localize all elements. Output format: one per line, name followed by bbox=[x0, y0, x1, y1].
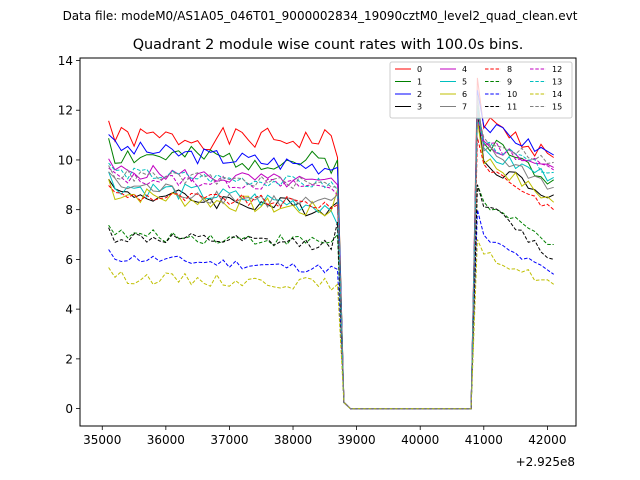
legend-label-3: 3 bbox=[417, 103, 422, 112]
x-offset-label: +2.925e8 bbox=[516, 455, 575, 469]
legend-label-1: 1 bbox=[417, 78, 422, 87]
legend-label-15: 15 bbox=[552, 103, 562, 112]
chart-title: Quadrant 2 module wise count rates with … bbox=[133, 37, 524, 53]
legend-label-8: 8 bbox=[507, 65, 512, 74]
chart-suptitle: Data file: modeM0/AS1A05_046T01_90000028… bbox=[63, 9, 578, 23]
legend-label-11: 11 bbox=[507, 103, 517, 112]
series-line-15 bbox=[108, 112, 554, 410]
legend-label-0: 0 bbox=[417, 65, 422, 74]
series-line-8 bbox=[108, 137, 555, 410]
legend-label-7: 7 bbox=[462, 103, 467, 112]
y-tick-label: 14 bbox=[58, 54, 73, 68]
y-tick-label: 6 bbox=[65, 253, 73, 267]
series-line-11 bbox=[108, 184, 554, 410]
x-tick-label: 38000 bbox=[274, 433, 312, 447]
legend-label-5: 5 bbox=[462, 78, 467, 87]
series-line-14 bbox=[108, 239, 554, 410]
series-line-7 bbox=[108, 95, 554, 410]
y-tick-label: 4 bbox=[65, 303, 73, 317]
series-line-3 bbox=[108, 112, 554, 410]
y-tick-label: 2 bbox=[65, 352, 73, 366]
x-tick-label: 40000 bbox=[401, 433, 439, 447]
series-line-4 bbox=[108, 110, 554, 410]
legend-label-14: 14 bbox=[552, 90, 562, 99]
y-axis-ticks: 0 2 4 6 8 10 12 14 bbox=[58, 54, 80, 416]
series-line-9 bbox=[108, 184, 554, 410]
y-tick-label: 12 bbox=[58, 104, 73, 118]
x-tick-label: 42000 bbox=[528, 433, 566, 447]
legend-label-10: 10 bbox=[507, 90, 517, 99]
series-line-0 bbox=[108, 77, 554, 410]
legend-label-4: 4 bbox=[462, 65, 467, 74]
x-tick-label: 35000 bbox=[83, 433, 121, 447]
series-line-10 bbox=[108, 209, 554, 410]
x-tick-label: 39000 bbox=[338, 433, 376, 447]
series-lines bbox=[108, 77, 555, 410]
series-line-13 bbox=[108, 112, 554, 410]
legend-frame bbox=[389, 61, 573, 119]
legend-label-13: 13 bbox=[552, 78, 562, 87]
legend-label-6: 6 bbox=[462, 90, 467, 99]
plot-frame bbox=[79, 57, 577, 427]
y-tick-label: 8 bbox=[65, 203, 73, 217]
x-axis-ticks: 35000 36000 37000 38000 39000 40000 41000 42000 bbox=[83, 426, 566, 447]
legend-label-12: 12 bbox=[552, 65, 562, 74]
x-tick-label: 41000 bbox=[465, 433, 503, 447]
x-tick-label: 37000 bbox=[210, 433, 248, 447]
y-tick-label: 0 bbox=[65, 402, 73, 416]
x-tick-label: 36000 bbox=[147, 433, 185, 447]
plot-axes: 35000 36000 37000 38000 39000 40000 41000 42000… bbox=[58, 54, 577, 469]
legend-label-2: 2 bbox=[417, 90, 422, 99]
legend-label-9: 9 bbox=[507, 78, 512, 87]
series-line-6 bbox=[108, 120, 555, 410]
y-tick-label: 10 bbox=[58, 153, 73, 167]
